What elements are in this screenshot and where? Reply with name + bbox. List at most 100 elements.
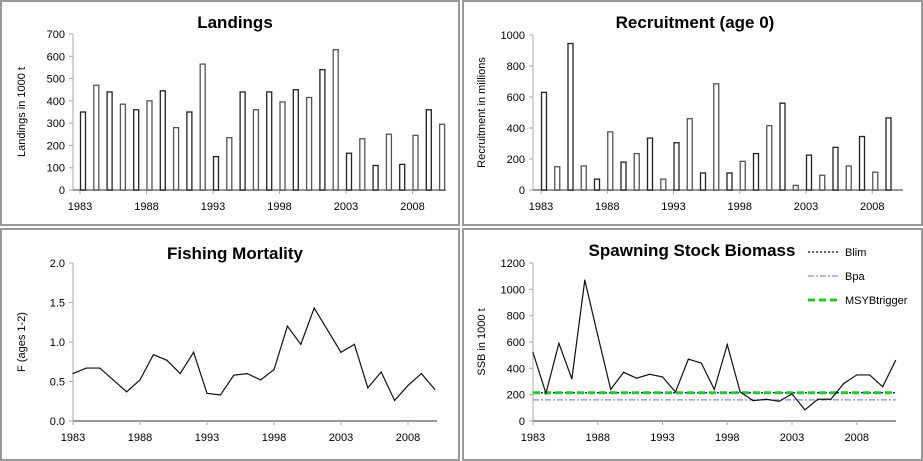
point-1988 xyxy=(597,334,599,337)
point-2001 xyxy=(765,398,767,400)
point-2003 xyxy=(340,351,342,353)
point-1995 xyxy=(233,374,235,376)
y-tick-label: 700 xyxy=(47,29,65,41)
y-tick-label: 800 xyxy=(507,61,525,73)
x-tick-label: 1983 xyxy=(61,432,85,444)
x-tick-label: 1993 xyxy=(661,201,685,213)
x-tick-label: 1998 xyxy=(262,432,286,444)
bar-1984 xyxy=(554,166,561,191)
bar-1984 xyxy=(93,84,100,191)
bar-2005 xyxy=(372,164,379,191)
y-tick-label: 400 xyxy=(507,123,525,135)
point-1984 xyxy=(545,392,547,394)
x-tick-label: 2008 xyxy=(400,201,424,213)
point-2000 xyxy=(300,343,302,345)
x-tick-label: 1998 xyxy=(267,201,291,213)
x-tick-label: 2008 xyxy=(845,432,869,444)
point-1999 xyxy=(286,325,288,327)
x-tick-label: 1993 xyxy=(195,432,219,444)
point-1992 xyxy=(648,373,651,375)
y-tick-label: 200 xyxy=(47,140,65,152)
y-axis-label: Landings in 1000 t xyxy=(16,67,28,157)
point-1987 xyxy=(126,391,128,393)
point-2005 xyxy=(817,398,819,400)
bar-1993 xyxy=(673,142,680,191)
x-tick-label: 1983 xyxy=(521,432,545,444)
y-tick-label: 1200 xyxy=(501,258,525,270)
point-2000 xyxy=(752,399,754,402)
panel-border xyxy=(0,0,460,226)
y-tick-label: 0 xyxy=(519,185,525,197)
point-1992 xyxy=(193,351,195,353)
bar-2008 xyxy=(872,171,879,191)
point-2008 xyxy=(856,374,858,376)
y-tick-label: 0.0 xyxy=(50,416,65,428)
point-1999 xyxy=(739,391,741,393)
point-1985 xyxy=(558,342,560,344)
panel-spawning-stock-biomass: Spawning Stock Biomass 0 200 400 600 800 1000 1… xyxy=(462,228,923,461)
bar-1988 xyxy=(146,100,153,191)
point-1989 xyxy=(610,388,612,390)
bar-1996 xyxy=(713,83,720,191)
y-tick-label: 400 xyxy=(507,363,525,375)
bar-1994 xyxy=(226,136,233,191)
point-1989 xyxy=(152,354,154,356)
point-1986 xyxy=(112,379,114,381)
legend-label: MSYBtrigger xyxy=(845,295,908,307)
point-2002 xyxy=(778,400,780,402)
point-1983 xyxy=(72,373,74,375)
point-1997 xyxy=(260,379,262,381)
point-2004 xyxy=(353,343,355,345)
chart-title: Fishing Mortality xyxy=(167,244,304,263)
x-tick-label: 1988 xyxy=(586,432,610,444)
y-tick-label: 1.5 xyxy=(50,298,65,310)
point-2003 xyxy=(791,393,793,395)
y-tick-label: 0 xyxy=(519,416,525,428)
point-1993 xyxy=(661,376,664,378)
x-tick-label: 2003 xyxy=(334,201,358,213)
bar-1999 xyxy=(752,152,760,191)
y-tick-label: 200 xyxy=(507,154,525,166)
point-2006 xyxy=(380,371,382,373)
panel-fishing-mortality: Fishing Mortality 0.0 0.5 1.0 1.5 2.0 1983 1988… xyxy=(0,228,460,461)
bar-2008 xyxy=(412,134,419,191)
point-2005 xyxy=(367,387,369,389)
chart-title: Spawning Stock Biomass xyxy=(589,241,796,260)
y-tick-label: 2.0 xyxy=(50,258,65,270)
panel-border xyxy=(0,228,460,461)
x-tick-label: 1998 xyxy=(728,201,752,213)
bar-2002 xyxy=(792,184,799,191)
point-1986 xyxy=(571,378,573,380)
bar-1991 xyxy=(646,137,654,191)
x-tick-label: 1988 xyxy=(128,432,152,444)
y-tick-label: 800 xyxy=(507,311,525,323)
point-1984 xyxy=(85,367,87,369)
point-1991 xyxy=(179,373,181,375)
point-1996 xyxy=(700,362,702,364)
y-tick-label: 1000 xyxy=(501,284,525,296)
bar-2006 xyxy=(385,133,393,191)
chart-title: Recruitment (age 0) xyxy=(616,13,775,32)
bar-2003 xyxy=(805,154,813,191)
y-tick-label: 0.5 xyxy=(50,377,65,389)
bar-2007 xyxy=(858,135,866,191)
point-1993 xyxy=(206,392,208,394)
bar-2001 xyxy=(779,102,786,191)
bar-2000 xyxy=(305,96,313,191)
y-tick-label: 300 xyxy=(47,118,65,130)
bar-2004 xyxy=(359,138,366,191)
panel-recruitment-age-0-: Recruitment (age 0) 0 200 400 600 800 1000 1983… xyxy=(462,0,923,226)
bar-1986 xyxy=(119,103,127,191)
bar-1983 xyxy=(540,91,548,191)
y-tick-label: 400 xyxy=(47,96,65,108)
y-tick-label: 100 xyxy=(47,163,65,175)
point-2006 xyxy=(830,398,832,400)
x-tick-label: 1998 xyxy=(715,432,739,444)
bar-1993 xyxy=(212,155,220,191)
point-1997 xyxy=(713,388,715,390)
y-axis-label: SSB in 1000 t xyxy=(476,308,488,375)
x-tick-label: 1983 xyxy=(529,201,553,213)
bar-2009 xyxy=(425,109,432,191)
bar-1995 xyxy=(699,172,707,191)
bar-2001 xyxy=(319,69,326,191)
